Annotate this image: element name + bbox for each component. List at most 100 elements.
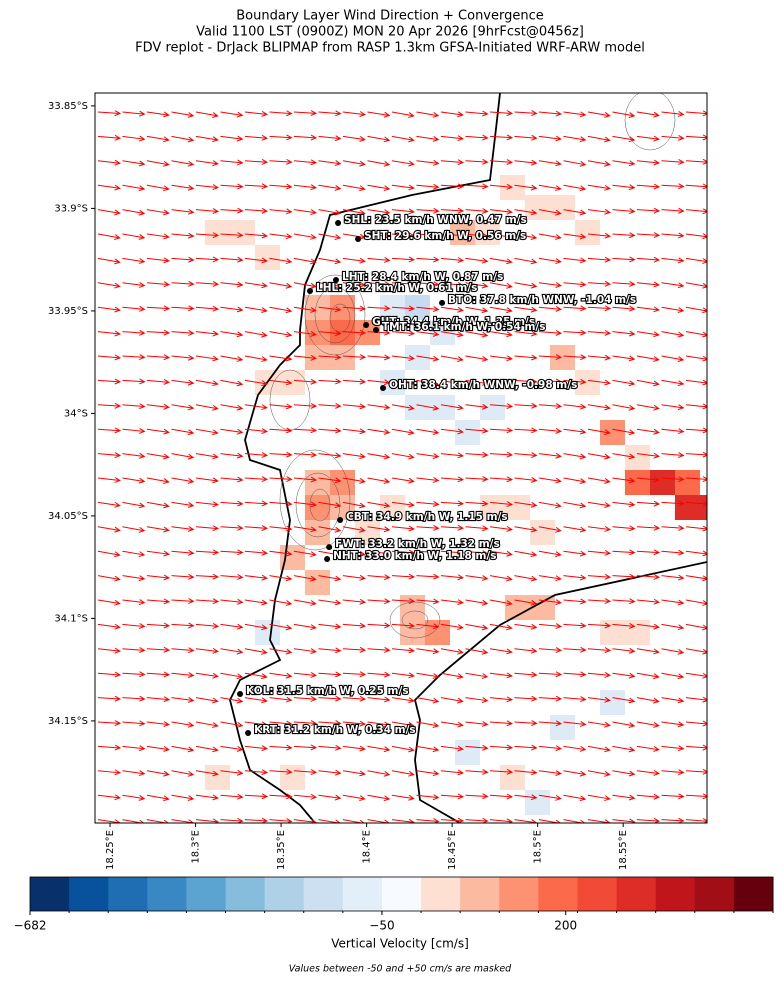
colorbar-box xyxy=(69,877,109,911)
wind-arrow xyxy=(514,354,538,361)
wind-arrow xyxy=(538,647,563,654)
wind-arrow xyxy=(342,257,366,264)
wind-arrow xyxy=(269,110,293,117)
wind-arrow xyxy=(416,281,440,288)
wind-arrow xyxy=(514,134,538,141)
y-tick-label: 34.05°S xyxy=(48,511,88,522)
colorbar-box xyxy=(694,877,735,911)
wind-arrow xyxy=(391,818,415,823)
wind-arrow xyxy=(269,720,293,727)
y-tick-label: 33.95°S xyxy=(48,306,88,317)
wind-arrow xyxy=(171,549,195,556)
wind-arrow xyxy=(465,720,489,727)
wind-arrow xyxy=(685,183,707,190)
wind-arrow xyxy=(171,622,195,629)
station-label: FWT: 33.2 km/h W, 1.32 m/s xyxy=(335,538,500,550)
wind-arrow xyxy=(391,501,415,508)
wind-arrow xyxy=(146,477,170,484)
wind-arrow xyxy=(391,525,415,532)
wind-arrow xyxy=(220,524,244,531)
wind-arrow xyxy=(171,208,195,215)
wind-arrow xyxy=(465,282,489,289)
wind-arrow xyxy=(269,623,293,631)
wind-arrow xyxy=(391,622,416,629)
convergence-cell xyxy=(675,470,700,495)
wind-arrow xyxy=(563,281,587,288)
wind-arrow xyxy=(146,453,170,460)
wind-arrow xyxy=(465,306,489,314)
colorbar-tick-label: −682 xyxy=(14,919,47,933)
wind-arrow xyxy=(318,135,342,142)
wind-arrow xyxy=(171,819,195,823)
wind-arrow xyxy=(97,402,122,409)
wind-arrow xyxy=(244,525,269,531)
convergence-cell xyxy=(575,370,600,395)
wind-arrow xyxy=(538,575,562,582)
wind-arrow xyxy=(563,329,587,336)
wind-arrow xyxy=(269,158,293,165)
wind-arrow xyxy=(269,550,293,557)
wind-arrow xyxy=(661,599,685,606)
wind-arrow xyxy=(440,793,465,800)
wind-arrow xyxy=(220,281,244,288)
wind-arrow xyxy=(416,306,440,312)
wind-arrow xyxy=(636,404,660,411)
wind-arrow xyxy=(563,378,587,385)
wind-arrow xyxy=(661,379,685,387)
wind-arrow xyxy=(122,282,146,288)
wind-arrow xyxy=(661,404,685,411)
wind-arrow xyxy=(440,183,465,190)
wind-arrow xyxy=(391,379,415,386)
wind-arrow xyxy=(293,818,317,823)
wind-arrow xyxy=(293,526,317,533)
wind-arrow xyxy=(342,622,367,629)
wind-arrow xyxy=(195,501,219,508)
wind-arrow xyxy=(269,257,293,265)
wind-arrow xyxy=(293,695,318,702)
wind-arrow xyxy=(685,696,707,703)
colorbar-tick-label: −50 xyxy=(369,919,394,933)
wind-arrow xyxy=(391,794,415,801)
y-tick-label: 34.1°S xyxy=(54,613,88,624)
wind-arrow xyxy=(269,306,293,314)
wind-arrow xyxy=(220,256,244,263)
wind-arrow xyxy=(293,550,317,558)
wind-arrow xyxy=(538,501,562,509)
wind-arrow xyxy=(171,770,195,777)
wind-arrow xyxy=(269,599,293,606)
wind-arrow xyxy=(171,477,195,484)
wind-arrow xyxy=(244,769,269,776)
wind-arrow xyxy=(563,354,587,361)
wind-arrow xyxy=(489,379,513,386)
wind-arrow xyxy=(538,282,562,288)
wind-arrow xyxy=(563,477,587,484)
wind-arrow xyxy=(612,305,636,312)
wind-arrow xyxy=(171,184,195,191)
wind-arrow xyxy=(391,232,416,239)
convergence-cell xyxy=(305,520,330,545)
wind-arrow xyxy=(514,184,538,191)
wind-arrow xyxy=(440,623,464,630)
wind-arrow xyxy=(538,452,562,459)
wind-arrow xyxy=(685,500,707,507)
wind-arrow xyxy=(612,184,636,191)
wind-arrow xyxy=(440,524,465,531)
wind-arrow xyxy=(636,524,661,531)
wind-arrow xyxy=(538,209,562,216)
wind-arrow xyxy=(318,233,342,240)
wind-arrow xyxy=(293,306,317,313)
wind-arrow xyxy=(318,744,342,751)
title-line: Boundary Layer Wind Direction + Converge… xyxy=(236,9,544,24)
wind-arrow xyxy=(465,183,489,190)
wind-arrow xyxy=(244,476,269,483)
wind-arrow xyxy=(146,111,170,118)
wind-arrow xyxy=(661,697,685,704)
wind-arrow xyxy=(269,476,293,483)
wind-arrow xyxy=(367,281,391,287)
wind-arrow xyxy=(489,501,514,508)
wind-arrow xyxy=(489,257,513,265)
wind-arrow xyxy=(318,794,342,801)
wind-arrow xyxy=(514,526,538,533)
wind-arrow xyxy=(612,697,636,704)
wind-arrow xyxy=(146,209,170,216)
